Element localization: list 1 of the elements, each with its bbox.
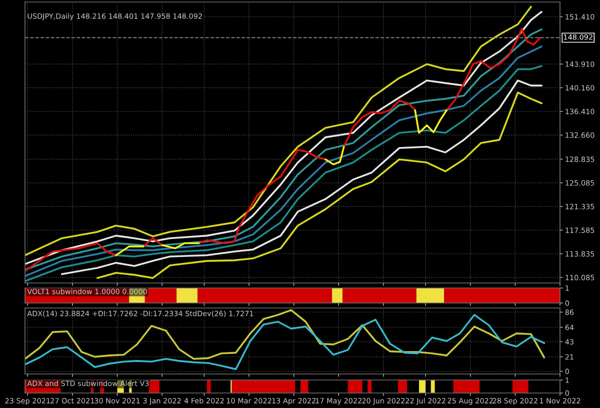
line-series	[25, 309, 546, 360]
